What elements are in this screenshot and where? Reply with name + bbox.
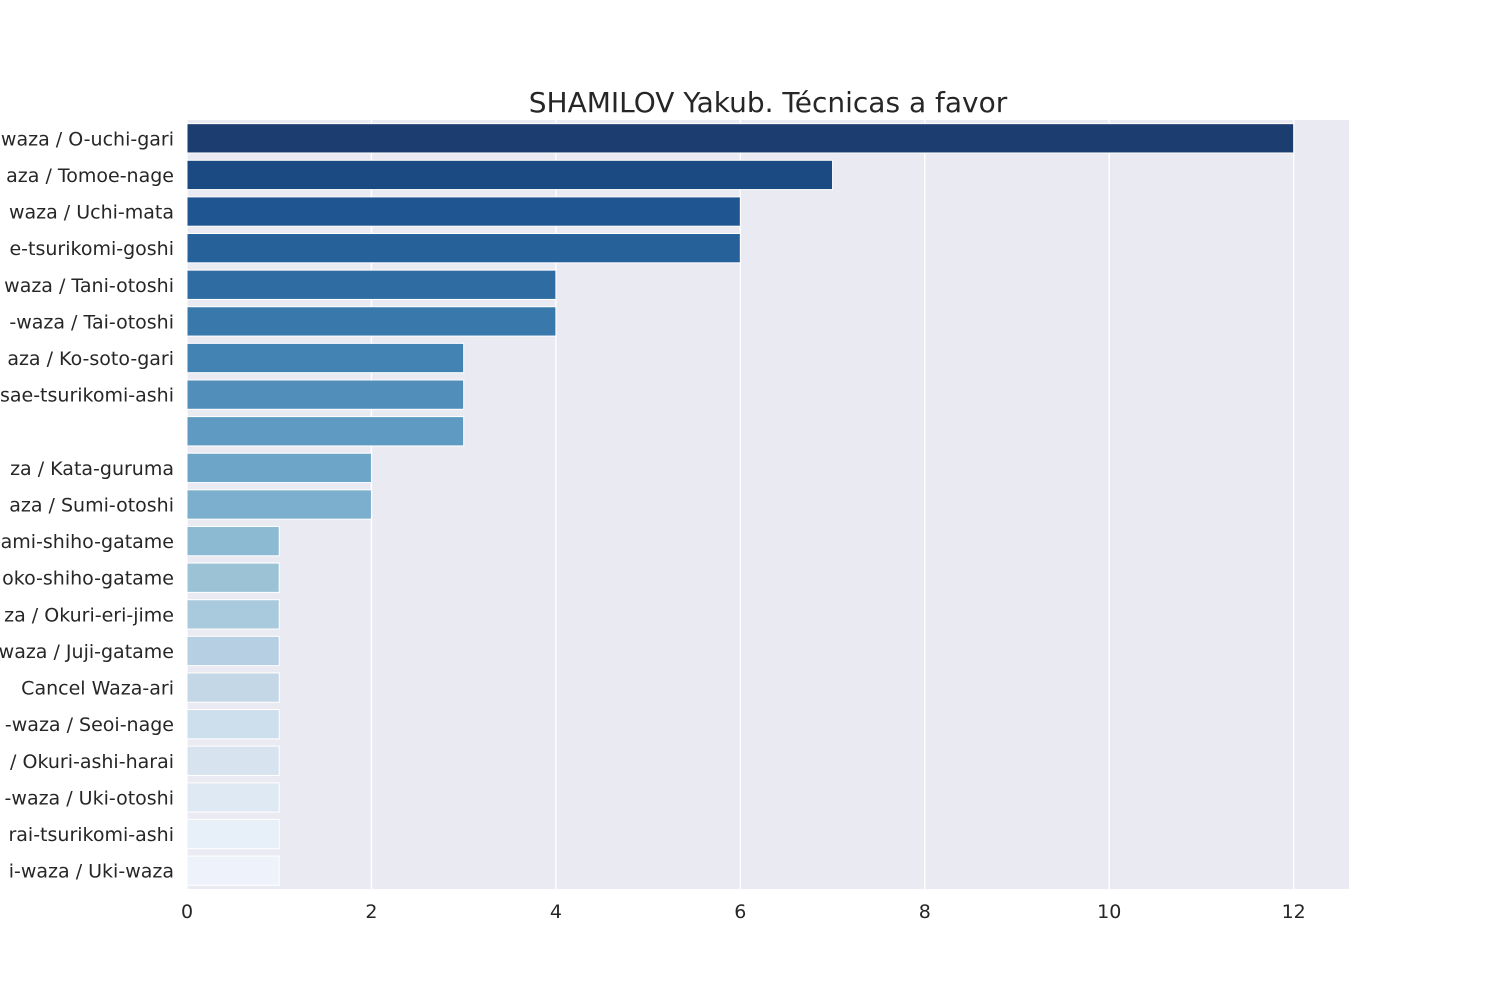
bar <box>186 123 1295 154</box>
y-tick-label: e-tsurikomi-goshi <box>9 238 174 260</box>
bar <box>186 525 280 557</box>
y-tick-label: -waza / Uki-otoshi <box>5 787 174 809</box>
x-tick-label: 8 <box>919 901 931 923</box>
bar <box>186 818 280 850</box>
bar <box>186 782 280 813</box>
y-tick-label: sae-tsurikomi-ashi <box>0 385 174 407</box>
y-tick-label: ami-shiho-gatame <box>1 531 174 553</box>
y-tick-label: -waza / Seoi-nage <box>5 714 174 736</box>
bar <box>186 745 280 776</box>
y-tick-label: i-waza / Uki-waza <box>9 861 174 883</box>
bar-series <box>186 123 1295 886</box>
bar <box>186 855 280 886</box>
chart-title: SHAMILOV Yakub. Técnicas a favor <box>529 86 1008 119</box>
y-tick-label: waza / Juji-gatame <box>0 641 174 663</box>
y-tick-label: oko-shiho-gatame <box>2 568 174 590</box>
bar <box>186 159 834 191</box>
y-tick-label: aza / Ko-soto-gari <box>7 348 174 370</box>
bar <box>186 452 372 484</box>
bar <box>186 196 741 227</box>
y-tick-label: Cancel Waza-ari <box>21 678 174 700</box>
y-tick-label: waza / Uchi-mata <box>9 202 174 224</box>
bar <box>186 306 557 337</box>
bar <box>186 599 280 630</box>
bar <box>186 635 280 667</box>
bar <box>186 672 280 703</box>
y-tick-label: -waza / Tai-otoshi <box>9 311 174 333</box>
x-tick-label: 6 <box>734 901 746 923</box>
y-tick-label: za / Okuri-eri-jime <box>4 604 174 626</box>
bar <box>186 269 557 300</box>
y-tick-label: aza / Tomoe-nage <box>6 165 174 187</box>
y-tick-label: za / Kata-guruma <box>10 458 174 480</box>
y-tick-label: rai-tsurikomi-ashi <box>8 824 174 846</box>
x-axis-tick-labels: 0 2 4 6 8 10 12 <box>181 901 1306 923</box>
bar <box>186 342 465 374</box>
y-tick-label: aza / Sumi-otoshi <box>9 495 174 517</box>
x-tick-label: 4 <box>550 901 562 923</box>
bar <box>186 416 465 447</box>
x-tick-label: 0 <box>181 901 193 923</box>
x-tick-label: 2 <box>365 901 377 923</box>
y-tick-label: waza / Tani-otoshi <box>4 275 174 297</box>
y-tick-label: waza / O-uchi-gari <box>1 128 174 150</box>
x-tick-label: 12 <box>1282 901 1306 923</box>
y-tick-label: / Okuri-ashi-harai <box>10 751 174 773</box>
bar <box>186 489 372 520</box>
x-tick-label: 10 <box>1097 901 1121 923</box>
bar <box>186 562 280 593</box>
y-axis-tick-labels: waza / O-uchi-gari aza / Tomoe-nage waza /… <box>0 128 174 882</box>
bar <box>186 709 280 740</box>
bar <box>186 233 741 264</box>
bar <box>186 379 465 410</box>
